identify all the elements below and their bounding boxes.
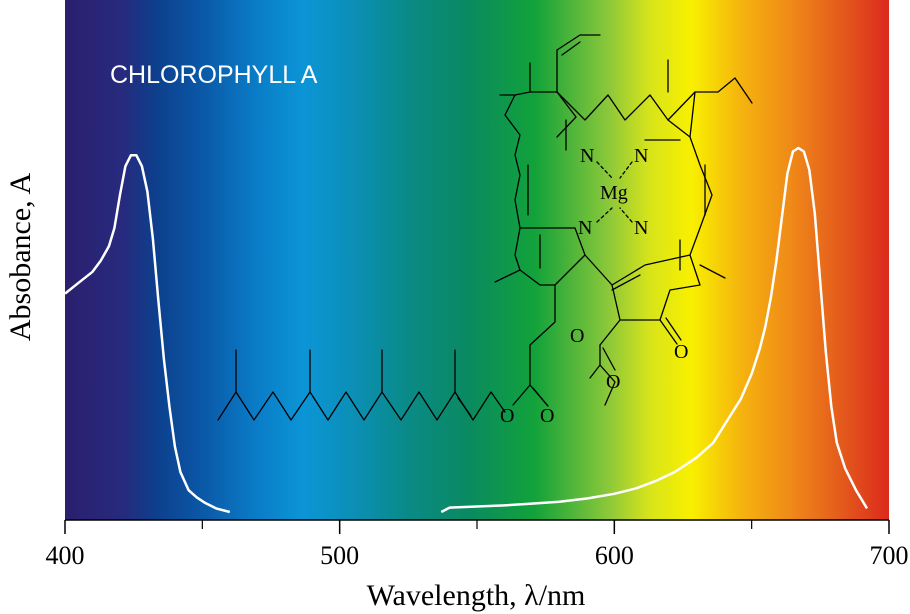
ethyl-group: [694, 77, 753, 104]
x-axis-title: Wavelength, λ/nm: [367, 579, 586, 612]
absorbance-curve-2: [440, 146, 869, 514]
macrocycle-ring: [504, 62, 713, 346]
x-tick-label: 500: [320, 541, 359, 570]
methyl-groups: [494, 59, 726, 283]
x-axis: 400 500 600 700: [46, 519, 909, 570]
x-tick-label: 700: [870, 541, 909, 570]
atom-n2: N: [634, 145, 648, 167]
methoxycarbonyl: [589, 344, 616, 406]
atom-n3: N: [578, 217, 592, 239]
absorbance-curves: [64, 146, 869, 514]
ester-linkage: [512, 284, 556, 407]
atom-o-ester-2: O: [540, 405, 554, 427]
atom-o-ester-1: O: [500, 405, 514, 427]
x-tick-label: 600: [595, 541, 634, 570]
atom-n4: N: [634, 217, 648, 239]
atom-o-methoxy-1: O: [570, 325, 584, 347]
y-axis-title: Absobance, A: [4, 173, 37, 342]
atom-mg: Mg: [600, 182, 628, 204]
atom-o-ketone: O: [674, 341, 688, 363]
chart-title: CHLOROPHYLL A: [110, 61, 318, 89]
atom-labels: N N Mg N N O O O O O: [500, 145, 688, 427]
ketone: [659, 317, 682, 345]
x-tick-label: 400: [46, 541, 85, 570]
atom-n1: N: [580, 145, 594, 167]
chain-methyl-branches: [235, 349, 456, 393]
chlorophyll-structure: [217, 34, 753, 421]
atom-o-methoxy-2: O: [606, 371, 620, 393]
chain-double-bond: [457, 397, 472, 417]
ring-inner-bonds: [527, 119, 706, 291]
vinyl-group: [556, 34, 601, 93]
spectrum-background: [65, 0, 889, 520]
absorbance-curve-1: [64, 154, 231, 514]
